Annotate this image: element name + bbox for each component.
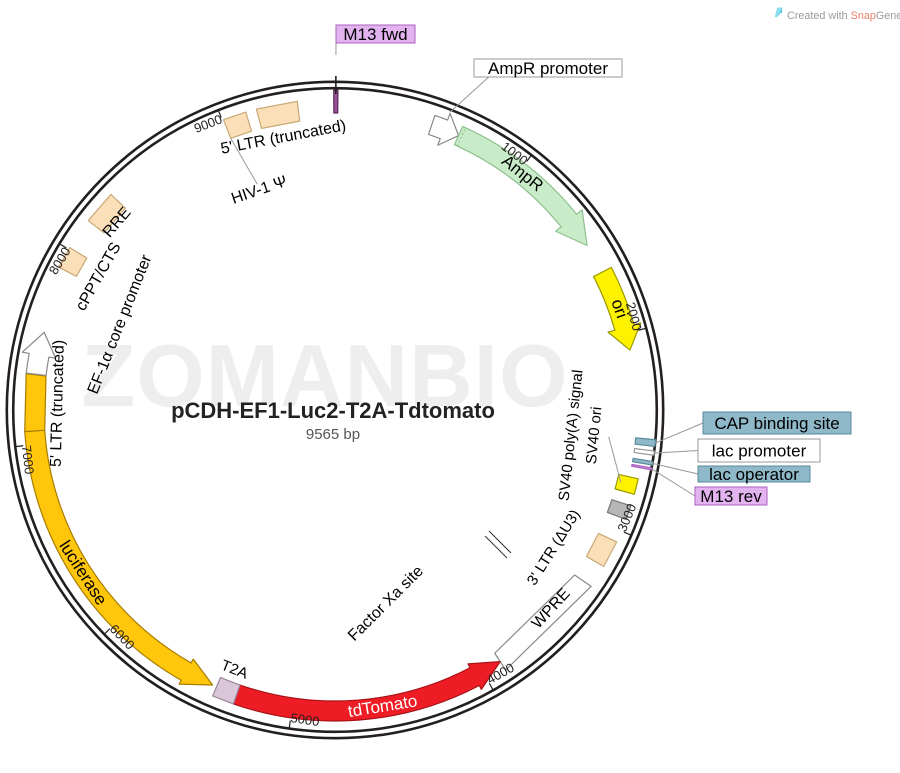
svg-text:cPPT/CTS: cPPT/CTS <box>73 240 125 314</box>
svg-text:M13 fwd: M13 fwd <box>343 25 407 44</box>
svg-text:Factor Xa site: Factor Xa site <box>345 563 427 645</box>
svg-text:SV40 ori: SV40 ori <box>583 406 606 465</box>
svg-text:CAP binding site: CAP binding site <box>714 414 839 433</box>
svg-text:pCDH-EF1-Luc2-T2A-Tdtomato: pCDH-EF1-Luc2-T2A-Tdtomato <box>171 398 495 423</box>
svg-text:luciferase: luciferase <box>55 537 110 608</box>
svg-text:Created with SnapGene®: Created with SnapGene® <box>787 8 900 22</box>
svg-text:7000: 7000 <box>19 445 37 475</box>
svg-text:5000: 5000 <box>290 710 321 729</box>
svg-text:lac promoter: lac promoter <box>712 442 807 461</box>
svg-text:HIV-1 Ψ: HIV-1 Ψ <box>229 173 289 208</box>
svg-text:9000: 9000 <box>192 111 224 135</box>
svg-text:5' LTR (truncated): 5' LTR (truncated) <box>48 340 68 468</box>
svg-text:9565 bp: 9565 bp <box>306 426 360 443</box>
svg-text:M13 rev: M13 rev <box>700 487 762 506</box>
svg-text:AmpR promoter: AmpR promoter <box>488 59 608 78</box>
svg-text:lac operator: lac operator <box>709 465 799 484</box>
